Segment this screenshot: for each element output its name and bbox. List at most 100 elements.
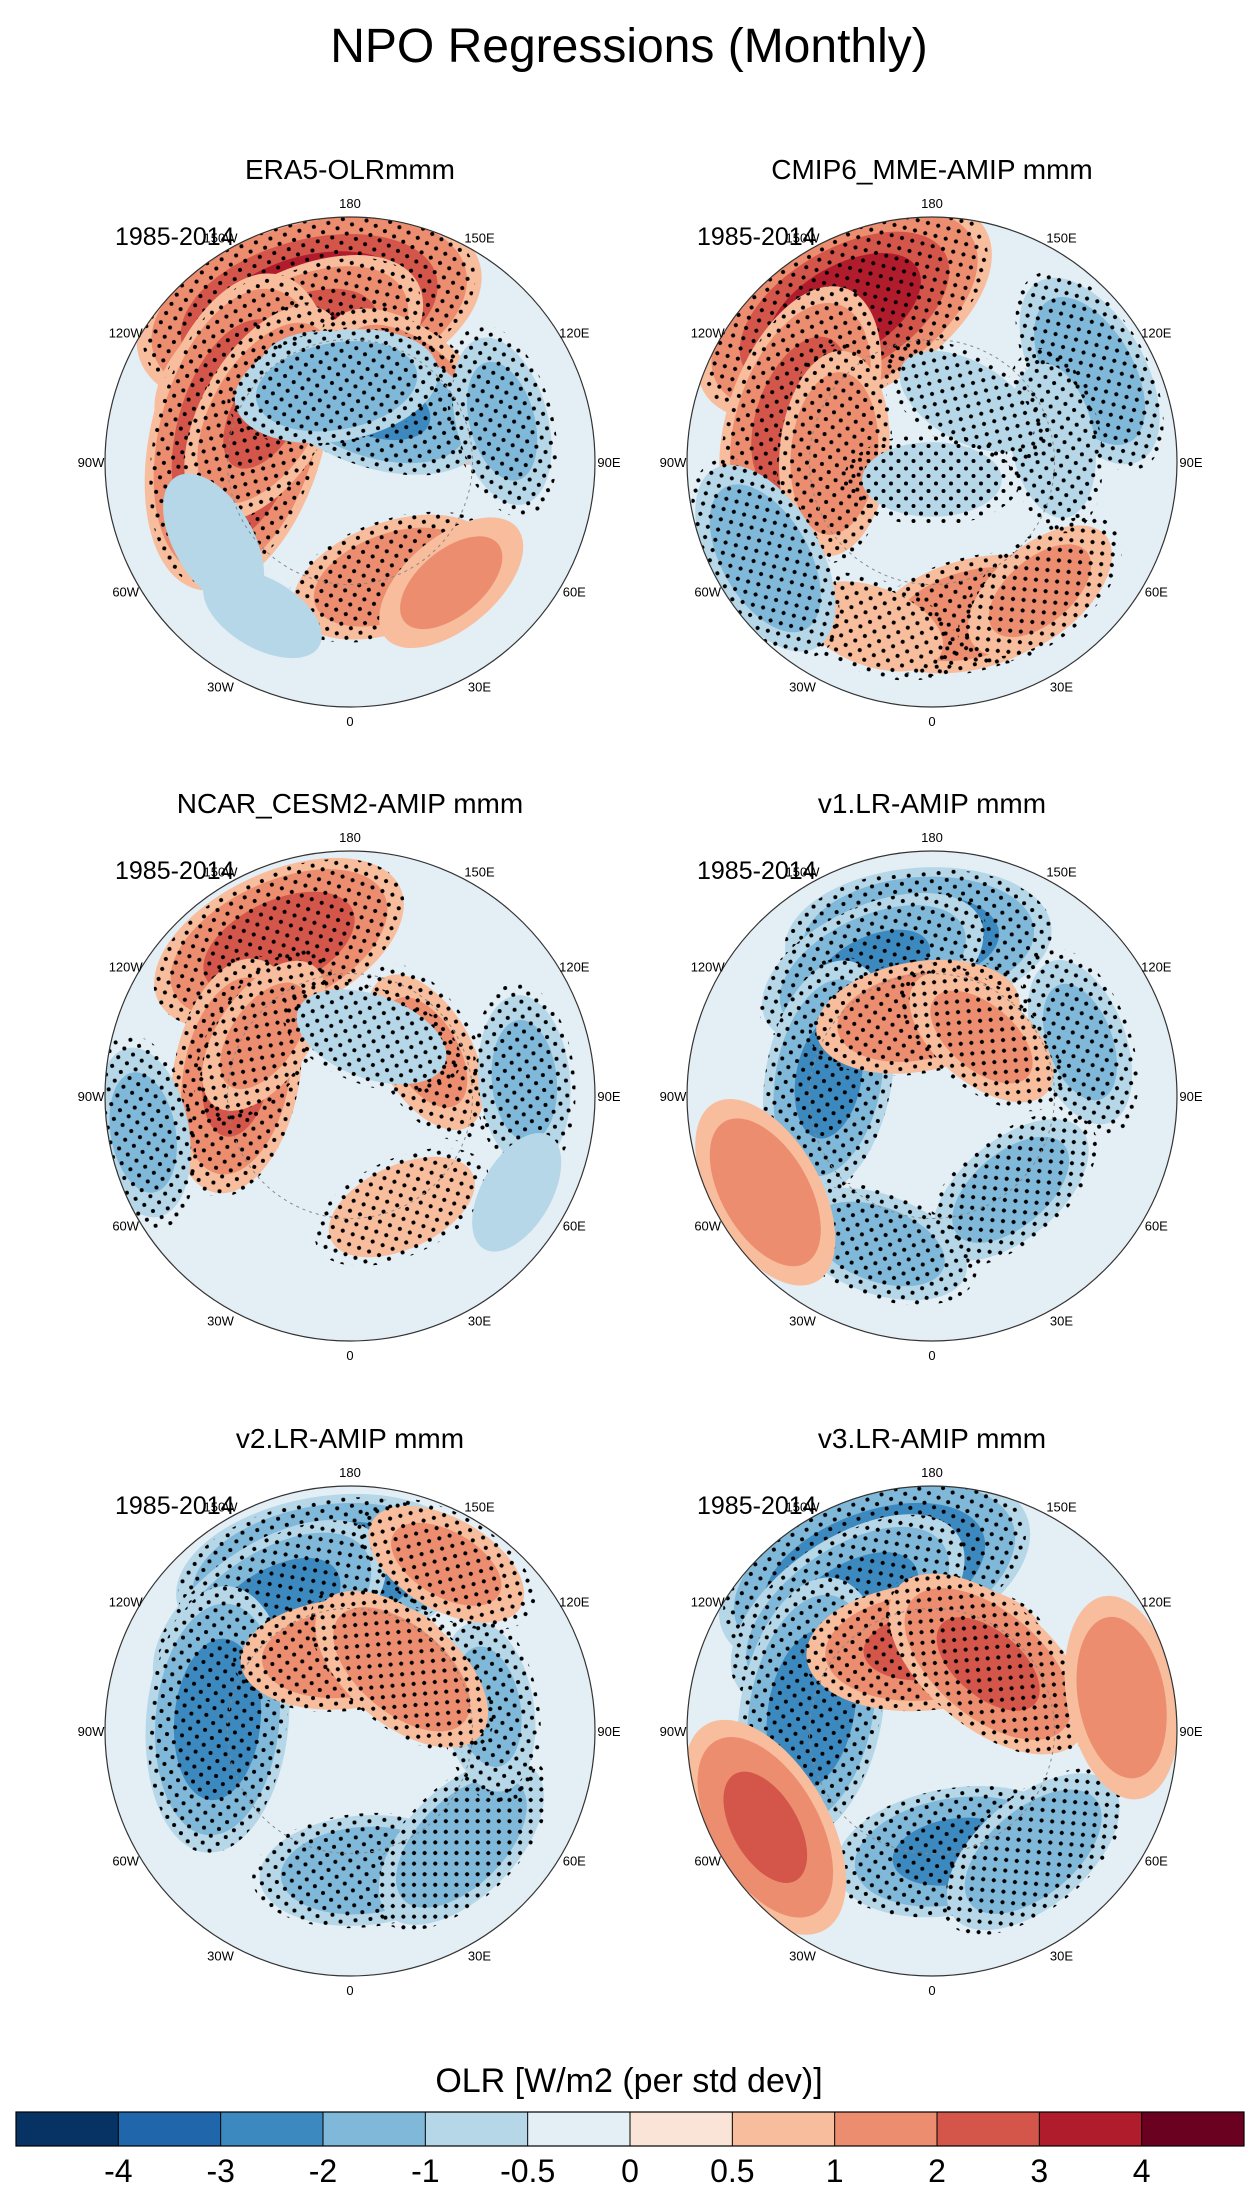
panel-title: v1.LR-AMIP mmm — [818, 788, 1046, 819]
map-field — [105, 857, 576, 1267]
map-panel-6: 180 150E 120E 90E 60E 30E 0 30W 60W 90W 120W 150W v3… — [660, 1423, 1203, 1998]
longitude-label: 60E — [563, 1854, 586, 1869]
significance-stipple — [357, 1498, 536, 1631]
longitude-label: 90E — [1179, 1089, 1202, 1104]
panel-period: 1985-2014 — [115, 857, 235, 885]
longitude-label: 180 — [339, 1465, 361, 1480]
longitude-label: 30E — [468, 1313, 491, 1328]
anomaly-region — [776, 343, 892, 564]
colorbar-swatch — [834, 2112, 938, 2146]
anomaly-region — [357, 1498, 536, 1631]
colorbar-tick-label: 4 — [1133, 2153, 1151, 2189]
anomaly-region — [695, 1099, 836, 1286]
anomaly-region — [886, 1571, 1091, 1757]
anomaly-region — [691, 458, 840, 659]
significance-stipple — [957, 516, 1123, 665]
longitude-label: 180 — [921, 1465, 943, 1480]
anomaly-region — [941, 1768, 1126, 1936]
colorbar-tick-label: -0.5 — [500, 2153, 555, 2189]
anomaly-region — [314, 1147, 490, 1267]
longitude-label: 90E — [597, 1089, 620, 1104]
significance-stipple — [446, 325, 558, 518]
colorbar-tick-label: 1 — [826, 2153, 844, 2189]
map-panel-3: 180 150E 120E 90E 60E 30E 0 30W 60W 90W 120W 150W NC… — [78, 788, 621, 1363]
significance-stipple — [776, 343, 892, 564]
longitude-label: 30W — [207, 1948, 234, 1963]
longitude-label: 60W — [694, 1219, 721, 1234]
longitude-label: 150W — [786, 865, 821, 880]
significance-stipple — [314, 1147, 490, 1267]
longitude-label: 120E — [559, 960, 590, 975]
longitude-label: 60E — [1145, 1219, 1168, 1234]
contour-level — [709, 1118, 821, 1267]
map-boundary — [686, 1485, 1178, 1977]
anomaly-region — [472, 1133, 562, 1252]
colorbar-tick-label: 0.5 — [710, 2153, 754, 2189]
longitude-label: 90E — [1179, 1724, 1202, 1739]
latitude-circle — [809, 1608, 1055, 1854]
longitude-label: 180 — [921, 196, 943, 211]
anomaly-region — [472, 982, 576, 1179]
anomaly-region — [779, 1182, 977, 1306]
longitude-label: 150W — [204, 231, 239, 246]
colorbar-swatch — [630, 2112, 733, 2146]
significance-stipple — [282, 981, 461, 1093]
colorbar-tick-label: -2 — [309, 2153, 337, 2189]
longitude-label: 150W — [204, 865, 239, 880]
anomaly-region — [227, 326, 446, 446]
longitude-label: 0 — [346, 1348, 353, 1363]
longitude-label: 120W — [109, 960, 144, 975]
longitude-label: 30E — [468, 679, 491, 694]
contour-level — [400, 536, 503, 630]
colorbar-swatch — [118, 2112, 222, 2146]
longitude-label: 150E — [464, 231, 495, 246]
longitude-label: 180 — [921, 830, 943, 845]
longitude-label: 90W — [78, 455, 105, 470]
longitude-label: 90W — [78, 1089, 105, 1104]
anomaly-region — [203, 569, 322, 659]
panel-period: 1985-2014 — [697, 223, 817, 251]
significance-stipple — [884, 340, 1050, 463]
significance-stipple — [899, 962, 1064, 1112]
longitude-label: 120W — [691, 960, 726, 975]
map-panel-5: 180 150E 120E 90E 60E 30E 0 30W 60W 90W 120W 150W v2… — [78, 1423, 621, 1998]
anomaly-region — [1015, 271, 1164, 471]
map-panel-2: 180 150E 120E 90E 60E 30E 0 30W 60W 90W 120W 150W CM… — [660, 154, 1203, 729]
colorbar-swatch — [425, 2112, 529, 2146]
significance-stipple — [886, 1571, 1091, 1757]
significance-stipple — [227, 326, 446, 446]
contour-level — [472, 1133, 562, 1252]
longitude-label: 30W — [789, 1948, 816, 1963]
anomaly-region — [446, 325, 558, 518]
colorbar-swatch — [1141, 2112, 1245, 2146]
longitude-label: 60W — [112, 1854, 139, 1869]
longitude-label: 0 — [346, 1983, 353, 1998]
longitude-label: 60W — [112, 585, 139, 600]
longitude-label: 90E — [1179, 455, 1202, 470]
anomaly-region — [282, 981, 461, 1093]
anomaly-region — [1064, 1595, 1177, 1800]
longitude-label: 90W — [78, 1724, 105, 1739]
longitude-label: 90W — [660, 1724, 687, 1739]
map-boundary — [104, 1485, 596, 1977]
contour-level — [723, 1771, 808, 1883]
longitude-label: 120W — [691, 326, 726, 341]
longitude-label: 90W — [660, 455, 687, 470]
panel-period: 1985-2014 — [115, 1492, 235, 1520]
latitude-circle — [227, 973, 473, 1219]
anomaly-region — [843, 433, 1021, 526]
longitude-label: 120W — [109, 1595, 144, 1610]
latitude-circle — [227, 1608, 473, 1854]
longitude-label: 120W — [691, 1595, 726, 1610]
map-boundary — [686, 216, 1178, 708]
significance-stipple — [843, 433, 1021, 526]
longitude-label: 90E — [597, 455, 620, 470]
colorbar-tick-label: 0 — [621, 2153, 639, 2189]
longitude-label: 90E — [597, 1724, 620, 1739]
panel-period: 1985-2014 — [115, 223, 235, 251]
map-boundary — [104, 850, 596, 1342]
map-field — [136, 217, 558, 659]
map-panel-4: 180 150E 120E 90E 60E 30E 0 30W 60W 90W 120W 150W v1… — [660, 788, 1203, 1363]
significance-stipple — [691, 458, 840, 659]
latitude-circle — [227, 339, 473, 585]
